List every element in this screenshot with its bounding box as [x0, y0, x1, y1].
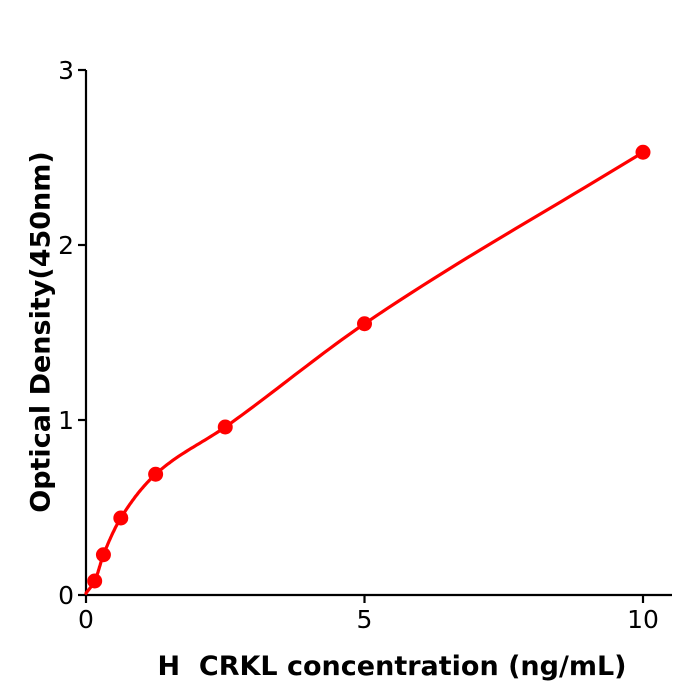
data-point — [635, 144, 651, 160]
y-tick-label: 0 — [58, 581, 74, 610]
fit-curve-line — [84, 150, 645, 595]
y-tick-label: 1 — [58, 406, 74, 435]
x-tick-label: 0 — [78, 605, 94, 634]
data-point — [217, 419, 233, 435]
data-point — [87, 573, 103, 589]
data-point — [113, 510, 129, 526]
x-tick-label: 10 — [627, 605, 659, 634]
x-axis-label: H CRKL concentration (ng/mL) — [157, 651, 627, 682]
y-axis-label: Optical Density(450nm) — [25, 151, 57, 513]
x-tick-label: 5 — [357, 605, 373, 634]
data-point — [148, 466, 164, 482]
y-tick-label: 2 — [58, 231, 74, 260]
y-tick-label: 3 — [58, 56, 74, 85]
data-point — [357, 316, 372, 332]
data-point — [95, 547, 111, 563]
